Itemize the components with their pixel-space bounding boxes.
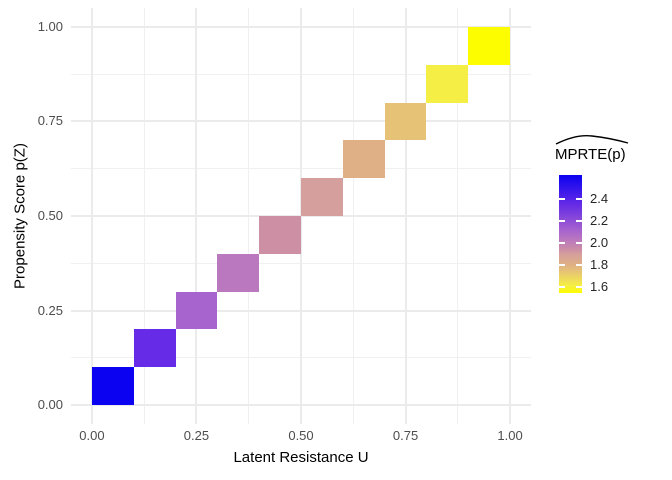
- heatmap-tile: [426, 64, 469, 103]
- widehat-accent-icon: [555, 134, 629, 145]
- y-tick-label: 0.00: [37, 397, 63, 413]
- grid-major-h: [71, 120, 531, 123]
- colorbar-tick-left: [559, 198, 565, 201]
- x-tick-label: 0.25: [183, 428, 210, 443]
- heatmap-tile: [342, 140, 385, 179]
- colorbar-tick-label: 1.6: [590, 279, 609, 295]
- colorbar-gradient: [559, 175, 582, 293]
- heatmap-tile: [175, 291, 218, 330]
- y-tick-label: 0.75: [37, 113, 63, 129]
- colorbar-tick-right: [576, 242, 582, 245]
- heatmap-tile: [468, 26, 511, 65]
- x-tick-label: 0.00: [79, 428, 105, 443]
- colorbar-tick-label: 2.0: [590, 235, 609, 251]
- y-tick-label: 0.25: [37, 302, 63, 318]
- colorbar-tick-left: [559, 286, 565, 289]
- grid-major-h: [71, 25, 531, 28]
- y-tick-label: 0.50: [37, 208, 63, 223]
- colorbar-tick-right: [576, 198, 582, 201]
- heatmap-tile: [384, 102, 427, 141]
- colorbar-tick-right: [576, 264, 582, 267]
- x-tick-label: 0.50: [288, 428, 314, 443]
- heatmap-tile: [301, 178, 343, 216]
- y-axis-title: Propensity Score p(Z): [11, 143, 29, 289]
- colorbar-tick-right: [576, 286, 582, 289]
- colorbar-tick-left: [559, 264, 565, 267]
- grid-major-h: [71, 404, 531, 407]
- colorbar-tick-label: 1.8: [590, 257, 609, 273]
- colorbar-tick-left: [559, 242, 565, 245]
- heatmap-tile: [133, 329, 176, 368]
- grid-major-h: [71, 309, 531, 312]
- x-tick-label: 0.75: [392, 428, 419, 443]
- colorbar-tick-label: 2.2: [590, 213, 609, 229]
- heatmap-tile: [91, 367, 134, 406]
- heatmap-tile: [259, 216, 301, 254]
- colorbar-tick-left: [559, 220, 565, 223]
- colorbar-tick-right: [576, 220, 582, 223]
- x-tick-label: 1.00: [497, 428, 523, 443]
- heatmap-tile: [217, 253, 260, 292]
- y-tick-label: 1.00: [37, 18, 63, 34]
- x-axis-title: Latent Resistance U: [233, 449, 369, 466]
- legend-title: MPRTE(p): [555, 146, 626, 163]
- grid-major-h: [71, 215, 531, 217]
- colorbar-tick-label: 2.4: [590, 191, 609, 207]
